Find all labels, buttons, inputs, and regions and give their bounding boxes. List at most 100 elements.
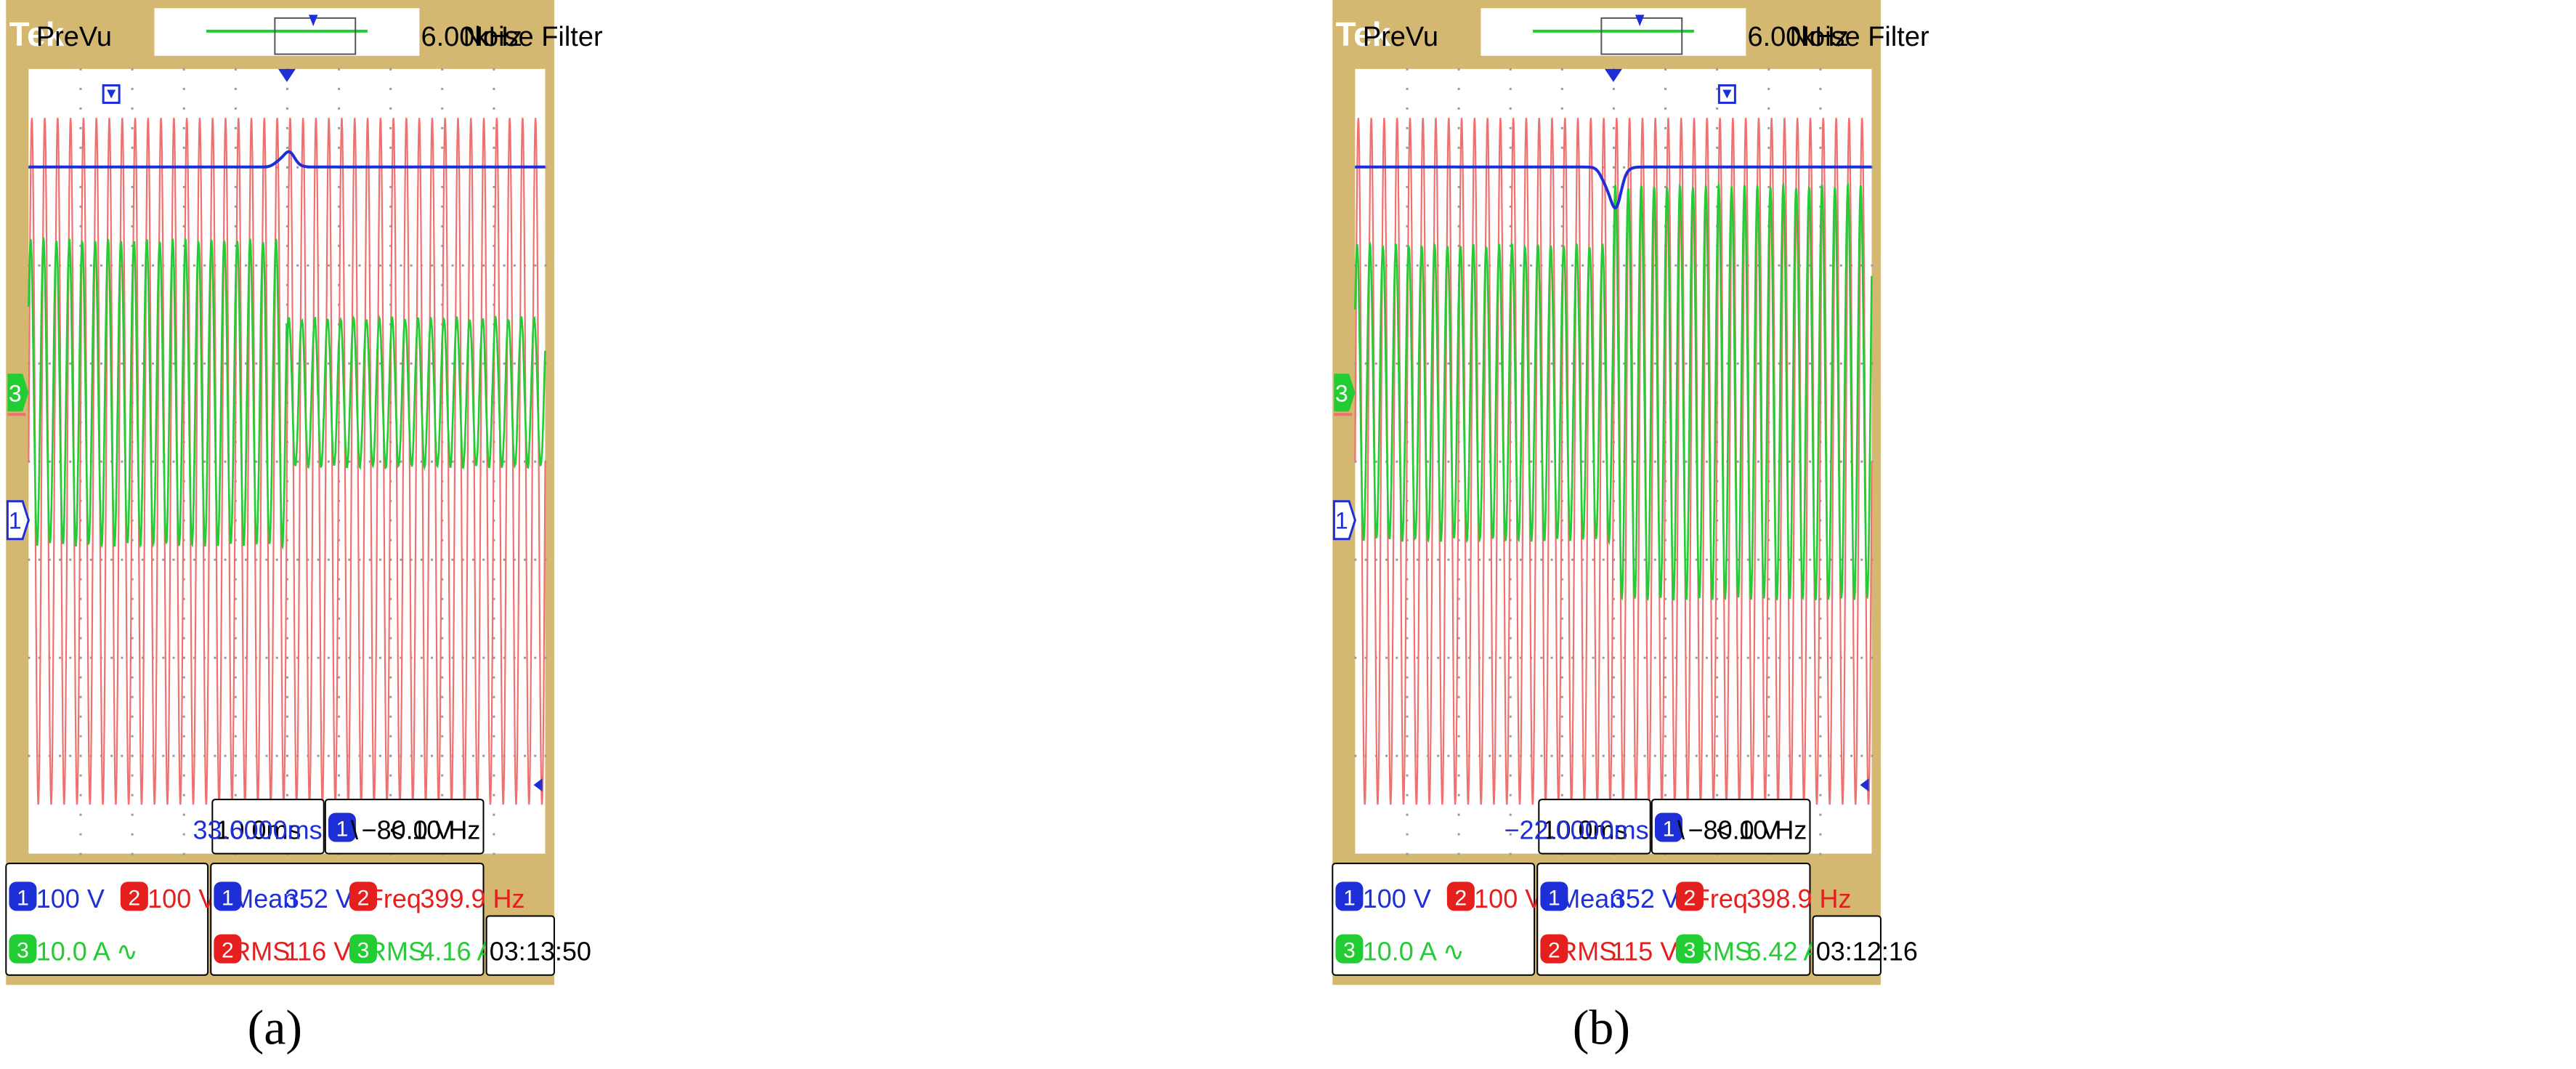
grid-dot [1509,617,1512,620]
grid-dot [234,244,237,247]
grid-dot [182,852,185,855]
grid-dot [1560,597,1563,600]
grid-dot [1778,558,1781,561]
grid-dot [131,597,134,600]
grid-dot [1406,852,1409,855]
grid-dot [1406,146,1409,149]
channel-number: 2 [1455,886,1467,910]
channel-3-marker [7,374,29,412]
channel-marker-label: 3 [9,380,22,406]
grid-dot [152,264,155,267]
grid-dot [1467,656,1470,659]
grid-dot [182,225,185,227]
timebase-box [211,799,325,855]
grid-dot [493,676,495,679]
grid-dot [1716,68,1719,70]
grid-dot [1633,460,1636,463]
grid-dot [1530,264,1533,267]
grid-dot [503,656,506,659]
grid-dot [1798,754,1801,757]
channel-badge [9,934,37,964]
grid-dot [1560,735,1563,738]
grid-dot [327,558,330,561]
grid-dot [1767,695,1770,698]
grid-dot [1560,126,1563,129]
grid-dot [224,460,227,463]
grid-dot [79,617,82,620]
grid-dot [1374,264,1377,267]
grid-dot [79,578,82,581]
grid-dot [1530,460,1533,463]
grid-dot [1716,637,1719,640]
grid-dot [1426,460,1429,463]
timebase-scale: 10.0ms [1542,815,1627,844]
measurement-label: RMS [1694,936,1752,966]
grid-dot [1819,794,1822,796]
grid-dot [1406,558,1409,561]
grid-dot [471,460,474,463]
grid-dot [1612,637,1615,640]
grid-dot [79,715,82,718]
grid-dot [1354,460,1357,463]
channel-number: 1 [1663,817,1675,841]
grid-dot [79,813,82,816]
grid-dot [1736,460,1739,463]
measurement-value: 352 V [1611,884,1680,913]
grid-dot [338,558,341,561]
grid-dot [141,656,144,659]
grid-dot [1871,362,1874,365]
ch1-scale: 100 V [1363,884,1431,913]
grid-dot [389,126,392,129]
grid-dot [1819,852,1822,855]
grid-dot [1871,166,1874,169]
grid-dot [172,656,175,659]
grid-dot [493,225,495,227]
grid-dot [1767,676,1770,679]
grid-dot [131,637,134,640]
grid-dot [1509,87,1512,90]
grid-dot [296,264,299,267]
grid-dot [1457,578,1460,581]
grid-dot [1550,362,1553,365]
grid-dot [482,460,485,463]
grid-dot [1406,68,1409,70]
grid-dot [1809,460,1812,463]
grid-dot [441,754,444,757]
grid-dot [1509,813,1512,816]
grid-dot [1457,833,1460,836]
grid-dot [1499,362,1502,365]
grid-dot [182,185,185,188]
grid-dot [1406,715,1409,718]
measurement-label: RMS [232,936,290,966]
grid-dot [38,264,41,267]
grid-dot [524,558,527,561]
measurement-label: Mean [1558,884,1624,913]
grid-dot [441,578,444,581]
grid-dot [1447,460,1450,463]
channel-number: 2 [129,886,141,910]
grid-dot [79,754,82,757]
series-ch1-dc-bus [28,150,546,169]
trigger-frequency: < 10 Hz [389,815,480,844]
series-ch1-dc-bus [1355,165,1872,210]
grid-dot [1819,578,1822,581]
grid-dot [1664,637,1667,640]
grid-dot [1457,774,1460,777]
grid-dot [471,754,474,757]
grid-dot [513,362,516,365]
grid-dot [48,362,51,365]
grid-dot [1871,656,1874,659]
grid-dot [1726,558,1729,561]
filter-frequency: 6.00kHz [1747,22,1848,52]
grid-dot [59,558,62,561]
grid-dot [121,754,123,757]
grid-dot [131,68,134,70]
time-reference-arrow [1722,89,1732,99]
grid-dot [441,68,444,70]
grid-dot [1809,362,1812,365]
scale-box [1332,863,1536,976]
clock-box [1812,915,1882,976]
grid-dot [524,754,527,757]
grid-dot [389,637,392,640]
grid-dot [493,597,495,600]
